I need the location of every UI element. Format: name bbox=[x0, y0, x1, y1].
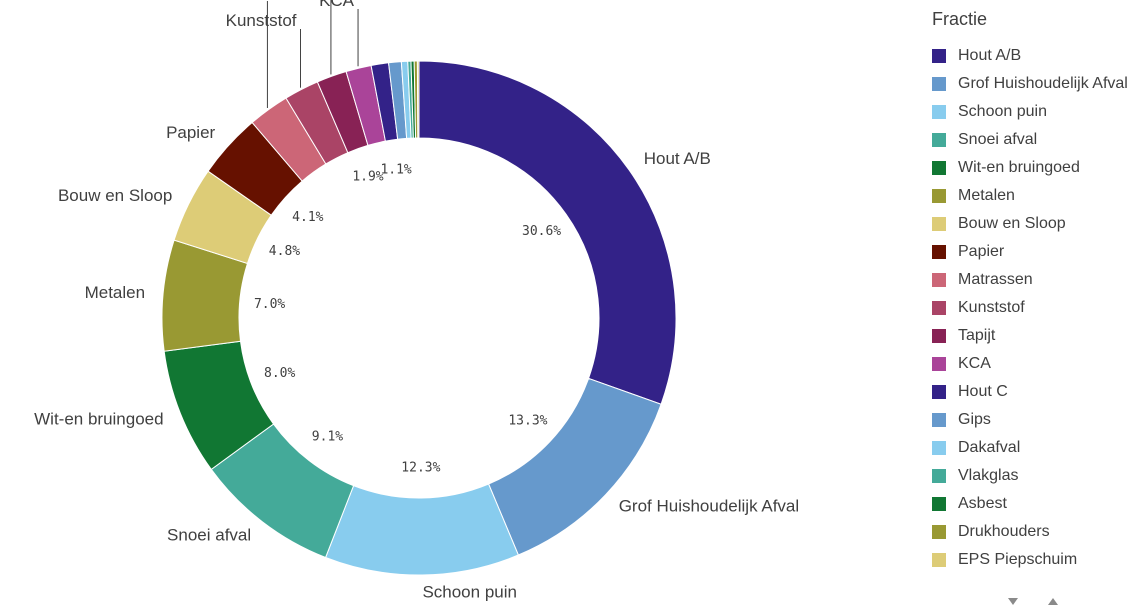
slice-label: Papier bbox=[166, 123, 215, 142]
legend-label: Tapijt bbox=[958, 327, 996, 344]
legend-label: Snoei afval bbox=[958, 131, 1038, 148]
legend-item[interactable]: Hout A/B bbox=[932, 42, 1142, 70]
legend-item[interactable]: Tapijt bbox=[932, 322, 1142, 350]
legend-item[interactable]: KCA bbox=[932, 350, 1142, 378]
legend-scroll-down-icon[interactable] bbox=[1008, 598, 1018, 605]
slice-percent-label: 1.9% bbox=[352, 169, 383, 184]
legend-swatch bbox=[932, 273, 946, 287]
legend-swatch bbox=[932, 385, 946, 399]
legend-label: Papier bbox=[958, 243, 1005, 260]
slice-3[interactable] bbox=[324, 483, 520, 576]
slice-label: Wit-en bruingoed bbox=[34, 409, 163, 428]
slice-percent-label: 4.8% bbox=[269, 244, 300, 259]
legend-item[interactable]: EPS Piepschuim bbox=[932, 546, 1142, 574]
legend-swatch bbox=[932, 441, 946, 455]
slice-2[interactable] bbox=[487, 377, 662, 556]
legend-pagination bbox=[1008, 598, 1058, 605]
legend-swatch bbox=[932, 105, 946, 119]
legend-label: Kunststof bbox=[958, 299, 1025, 316]
legend-item[interactable]: Schoon puin bbox=[932, 98, 1142, 126]
slice-percent-label: 9.1% bbox=[312, 429, 343, 444]
legend-label: Matrassen bbox=[958, 271, 1033, 288]
slice-19[interactable] bbox=[416, 60, 420, 139]
legend-label: Asbest bbox=[958, 495, 1007, 512]
legend-item[interactable]: Matrassen bbox=[932, 266, 1142, 294]
legend-label: Hout C bbox=[958, 383, 1008, 400]
slice-percent-label: 4.1% bbox=[292, 210, 323, 225]
legend: Fractie Hout A/B Grof Huishoudelijk Afval… bbox=[932, 6, 1142, 574]
legend-swatch bbox=[932, 189, 946, 203]
legend-item[interactable]: Kunststof bbox=[932, 294, 1142, 322]
legend-item[interactable]: Asbest bbox=[932, 490, 1142, 518]
legend-label: Grof Huishoudelijk Afval bbox=[958, 75, 1128, 92]
legend-label: Dakafval bbox=[958, 439, 1021, 456]
slice-label: Grof Huishoudelijk Afval bbox=[619, 497, 799, 516]
slice-label: Matrassen bbox=[184, 0, 263, 2]
legend-label: Drukhouders bbox=[958, 523, 1050, 540]
slice-label: Schoon puin bbox=[422, 582, 517, 601]
donut-chart: 30.6% 13.3% 12.3% 9.1% 8.0% 7.0% 4.8% 4.1% 1.9%1… bbox=[34, 0, 799, 601]
legend-item[interactable]: Metalen bbox=[932, 182, 1142, 210]
legend-swatch bbox=[932, 413, 946, 427]
slice-1[interactable] bbox=[418, 60, 677, 405]
slice-percent-label: 1.1% bbox=[380, 162, 411, 177]
legend-swatch bbox=[932, 525, 946, 539]
legend-item[interactable]: Snoei afval bbox=[932, 126, 1142, 154]
slice-label: Hout A/B bbox=[644, 149, 711, 168]
legend-item[interactable]: Drukhouders bbox=[932, 518, 1142, 546]
legend-item[interactable]: Dakafval bbox=[932, 434, 1142, 462]
legend-label: Bouw en Sloop bbox=[958, 215, 1066, 232]
slice-label: Bouw en Sloop bbox=[58, 186, 172, 205]
legend-swatch bbox=[932, 133, 946, 147]
legend-label: Schoon puin bbox=[958, 103, 1047, 120]
legend-swatch bbox=[932, 357, 946, 371]
legend-swatch bbox=[932, 217, 946, 231]
legend-item[interactable]: Grof Huishoudelijk Afval bbox=[932, 70, 1142, 98]
slice-label: KCA bbox=[319, 0, 355, 10]
legend-item[interactable]: Bouw en Sloop bbox=[932, 210, 1142, 238]
legend-item[interactable]: Papier bbox=[932, 238, 1142, 266]
slice-percent-label: 7.0% bbox=[254, 297, 285, 312]
legend-swatch bbox=[932, 77, 946, 91]
legend-item[interactable]: Gips bbox=[932, 406, 1142, 434]
slice-label: Kunststof bbox=[226, 11, 297, 30]
legend-label: EPS Piepschuim bbox=[958, 551, 1078, 568]
legend-label: Metalen bbox=[958, 187, 1015, 204]
legend-items: Hout A/B Grof Huishoudelijk Afval Schoon p… bbox=[932, 42, 1142, 574]
legend-swatch bbox=[932, 497, 946, 511]
legend-swatch bbox=[932, 329, 946, 343]
slice-label: Metalen bbox=[85, 283, 145, 302]
legend-item[interactable]: Hout C bbox=[932, 378, 1142, 406]
slice-label: Snoei afval bbox=[167, 525, 251, 544]
legend-swatch bbox=[932, 245, 946, 259]
legend-item[interactable]: Vlakglas bbox=[932, 462, 1142, 490]
slice-percent-label: 12.3% bbox=[401, 460, 440, 475]
legend-label: Hout A/B bbox=[958, 47, 1022, 64]
legend-label: KCA bbox=[958, 355, 991, 372]
slice-percent-label: 13.3% bbox=[508, 414, 547, 429]
legend-swatch bbox=[932, 301, 946, 315]
legend-swatch bbox=[932, 49, 946, 63]
legend-item[interactable]: Wit-en bruingoed bbox=[932, 154, 1142, 182]
slice-percent-label: 30.6% bbox=[522, 224, 561, 239]
legend-swatch bbox=[932, 469, 946, 483]
legend-scroll-up-icon[interactable] bbox=[1048, 598, 1058, 605]
slice-percent-label: 8.0% bbox=[264, 366, 295, 381]
legend-label: Vlakglas bbox=[958, 467, 1019, 484]
legend-title: Fractie bbox=[932, 9, 988, 29]
legend-swatch bbox=[932, 553, 946, 567]
legend-label: Wit-en bruingoed bbox=[958, 159, 1080, 176]
legend-swatch bbox=[932, 161, 946, 175]
legend-label: Gips bbox=[958, 411, 991, 428]
